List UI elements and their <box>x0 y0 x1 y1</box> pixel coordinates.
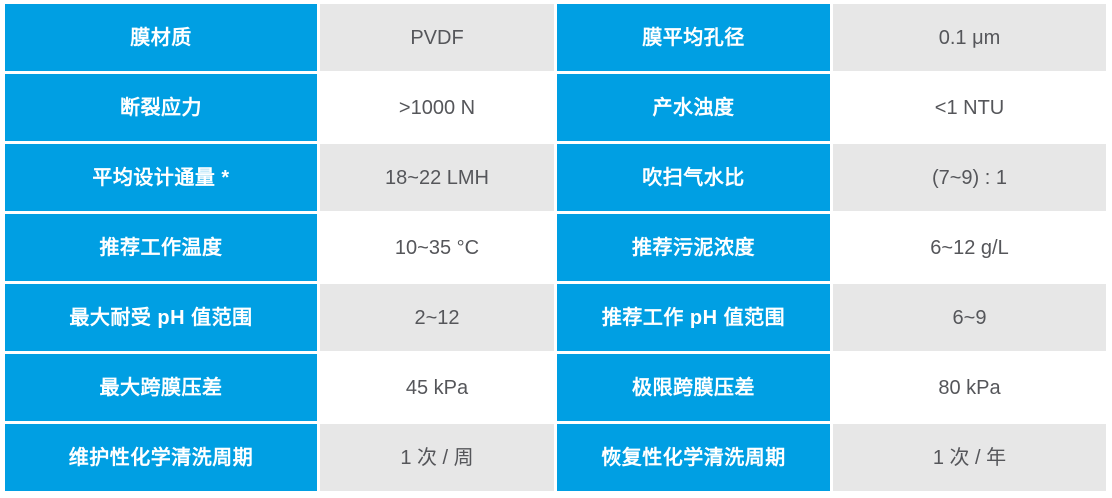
spec-label-cell: 最大耐受 pH 值范围 <box>5 284 317 351</box>
spec-value-cell: PVDF <box>320 4 554 71</box>
spec-label-cell: 产水浊度 <box>557 74 830 141</box>
spec-value-cell: 6~12 g/L <box>833 214 1106 281</box>
spec-label-cell: 极限跨膜压差 <box>557 354 830 421</box>
spec-label-cell: 推荐工作温度 <box>5 214 317 281</box>
spec-label-cell: 膜平均孔径 <box>557 4 830 71</box>
spec-value-cell: (7~9) : 1 <box>833 144 1106 211</box>
spec-value-cell: <1 NTU <box>833 74 1106 141</box>
spec-value-cell: 0.1 μm <box>833 4 1106 71</box>
spec-value-cell: 80 kPa <box>833 354 1106 421</box>
spec-label-cell: 推荐污泥浓度 <box>557 214 830 281</box>
spec-value-cell: 10~35 °C <box>320 214 554 281</box>
spec-label-cell: 平均设计通量 * <box>5 144 317 211</box>
membrane-spec-table: 膜材质 PVDF 膜平均孔径 0.1 μm 断裂应力 >1000 N 产水浊度 … <box>5 4 1106 491</box>
spec-label-cell: 推荐工作 pH 值范围 <box>557 284 830 351</box>
spec-label-cell: 吹扫气水比 <box>557 144 830 211</box>
spec-value-cell: 1 次 / 周 <box>320 424 554 491</box>
spec-value-cell: 6~9 <box>833 284 1106 351</box>
spec-value-cell: 2~12 <box>320 284 554 351</box>
spec-label-cell: 最大跨膜压差 <box>5 354 317 421</box>
spec-label-cell: 维护性化学清洗周期 <box>5 424 317 491</box>
spec-label-cell: 恢复性化学清洗周期 <box>557 424 830 491</box>
spec-value-cell: >1000 N <box>320 74 554 141</box>
spec-value-cell: 1 次 / 年 <box>833 424 1106 491</box>
spec-value-cell: 18~22 LMH <box>320 144 554 211</box>
spec-label-cell: 断裂应力 <box>5 74 317 141</box>
spec-value-cell: 45 kPa <box>320 354 554 421</box>
spec-label-cell: 膜材质 <box>5 4 317 71</box>
